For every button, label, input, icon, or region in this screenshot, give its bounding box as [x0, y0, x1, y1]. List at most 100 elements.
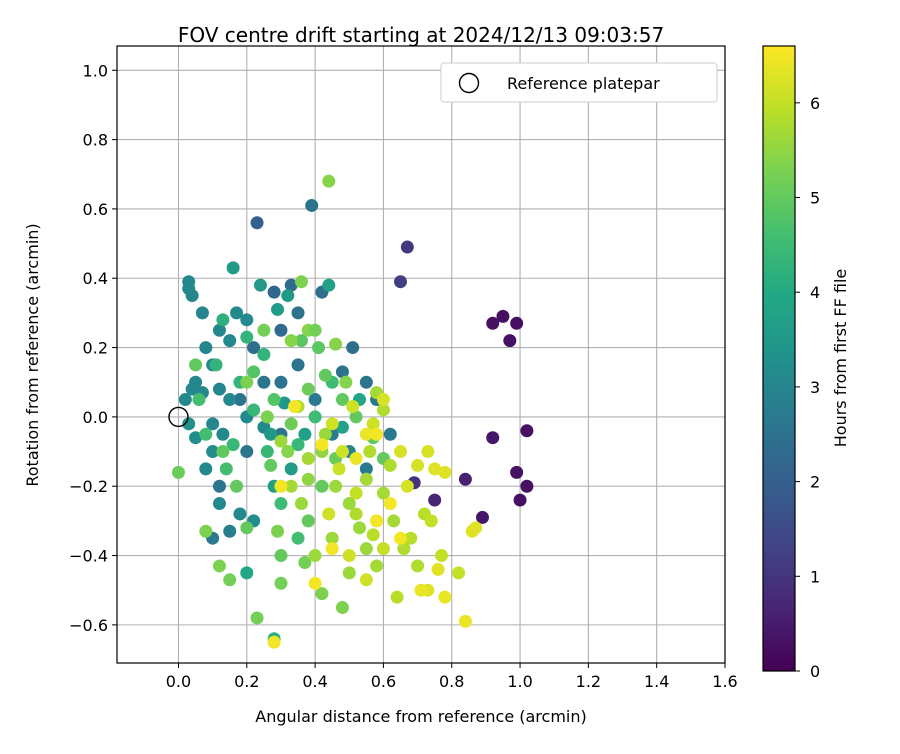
colorbar-tick-label: 5: [810, 189, 820, 208]
x-tick-label: 1.6: [712, 672, 737, 691]
data-point: [216, 445, 230, 459]
data-point: [216, 313, 230, 327]
data-point: [411, 458, 425, 472]
data-point: [349, 451, 363, 465]
data-point: [383, 458, 397, 472]
data-point: [247, 365, 261, 379]
data-point: [209, 358, 223, 372]
data-point: [298, 427, 312, 441]
data-point: [212, 497, 226, 511]
y-tick-label: 1.0: [83, 61, 108, 80]
data-point: [233, 507, 247, 521]
y-tick-label: −0.2: [69, 477, 108, 496]
data-point: [332, 462, 346, 476]
colorbar-tick-label: 3: [810, 378, 820, 397]
colorbar: [762, 45, 796, 672]
data-point: [383, 497, 397, 511]
data-point: [185, 382, 199, 396]
data-point: [212, 479, 226, 493]
data-point: [250, 216, 264, 230]
x-tick-label: 0.8: [439, 672, 464, 691]
data-point: [171, 465, 185, 479]
data-point: [260, 445, 274, 459]
data-point: [199, 462, 213, 476]
data-point: [301, 451, 315, 465]
colorbar-tick-label: 6: [810, 94, 820, 113]
data-point: [189, 431, 203, 445]
data-point: [513, 493, 527, 507]
data-point: [503, 334, 517, 348]
x-tick-label: 1.2: [576, 672, 601, 691]
data-point: [305, 198, 319, 212]
data-point: [359, 462, 373, 476]
x-axis-label: Angular distance from reference (arcmin): [255, 707, 586, 726]
colorbar-tick-label: 0: [810, 662, 820, 681]
data-point: [182, 417, 196, 431]
data-point: [240, 313, 254, 327]
data-point: [192, 393, 206, 407]
y-tick-label: 0.6: [83, 200, 108, 219]
data-point: [274, 497, 288, 511]
data-point: [486, 316, 500, 330]
data-point: [414, 583, 428, 597]
data-point: [230, 479, 244, 493]
data-point: [240, 566, 254, 580]
data-point: [195, 306, 209, 320]
colorbar-ticks: 0 1 2 3 4 5 6: [795, 94, 820, 681]
data-point: [308, 410, 322, 424]
data-point: [370, 514, 384, 528]
data-point: [199, 524, 213, 538]
data-point: [510, 316, 524, 330]
data-point: [510, 465, 524, 479]
data-point: [219, 462, 233, 476]
data-point: [223, 334, 237, 348]
data-point: [308, 576, 322, 590]
data-point: [349, 507, 363, 521]
colorbar-tick-label: 2: [810, 473, 820, 492]
data-point: [308, 323, 322, 337]
data-point: [434, 549, 448, 563]
data-point: [284, 479, 298, 493]
data-point: [315, 438, 329, 452]
colorbar-tick-label: 1: [810, 567, 820, 586]
data-point: [253, 278, 267, 292]
data-point: [240, 375, 254, 389]
data-point: [189, 358, 203, 372]
data-point: [376, 542, 390, 556]
x-tick-label: 0.2: [234, 672, 259, 691]
data-point: [496, 309, 510, 323]
data-points: [171, 174, 534, 649]
data-point: [267, 285, 281, 299]
data-point: [271, 302, 285, 316]
data-point: [359, 472, 373, 486]
data-point: [383, 427, 397, 441]
data-point: [322, 507, 336, 521]
data-point: [329, 479, 343, 493]
data-point: [359, 375, 373, 389]
data-point: [469, 521, 483, 535]
data-point: [475, 510, 489, 524]
data-point: [318, 368, 332, 382]
data-point: [366, 528, 380, 542]
data-point: [376, 393, 390, 407]
data-point: [291, 358, 305, 372]
data-point: [421, 445, 435, 459]
data-point: [458, 472, 472, 486]
data-point: [223, 393, 237, 407]
data-point: [387, 514, 401, 528]
data-point: [346, 399, 360, 413]
data-point: [400, 479, 414, 493]
data-point: [212, 323, 226, 337]
data-point: [294, 334, 308, 348]
data-point: [359, 573, 373, 587]
x-tick-label: 1.0: [507, 672, 532, 691]
data-point: [223, 524, 237, 538]
data-point: [226, 261, 240, 275]
reference-platepar-marker: [168, 406, 189, 428]
data-point: [267, 393, 281, 407]
x-tick-label: 0.6: [371, 672, 396, 691]
data-point: [301, 382, 315, 396]
data-point: [335, 393, 349, 407]
data-point: [394, 275, 408, 289]
